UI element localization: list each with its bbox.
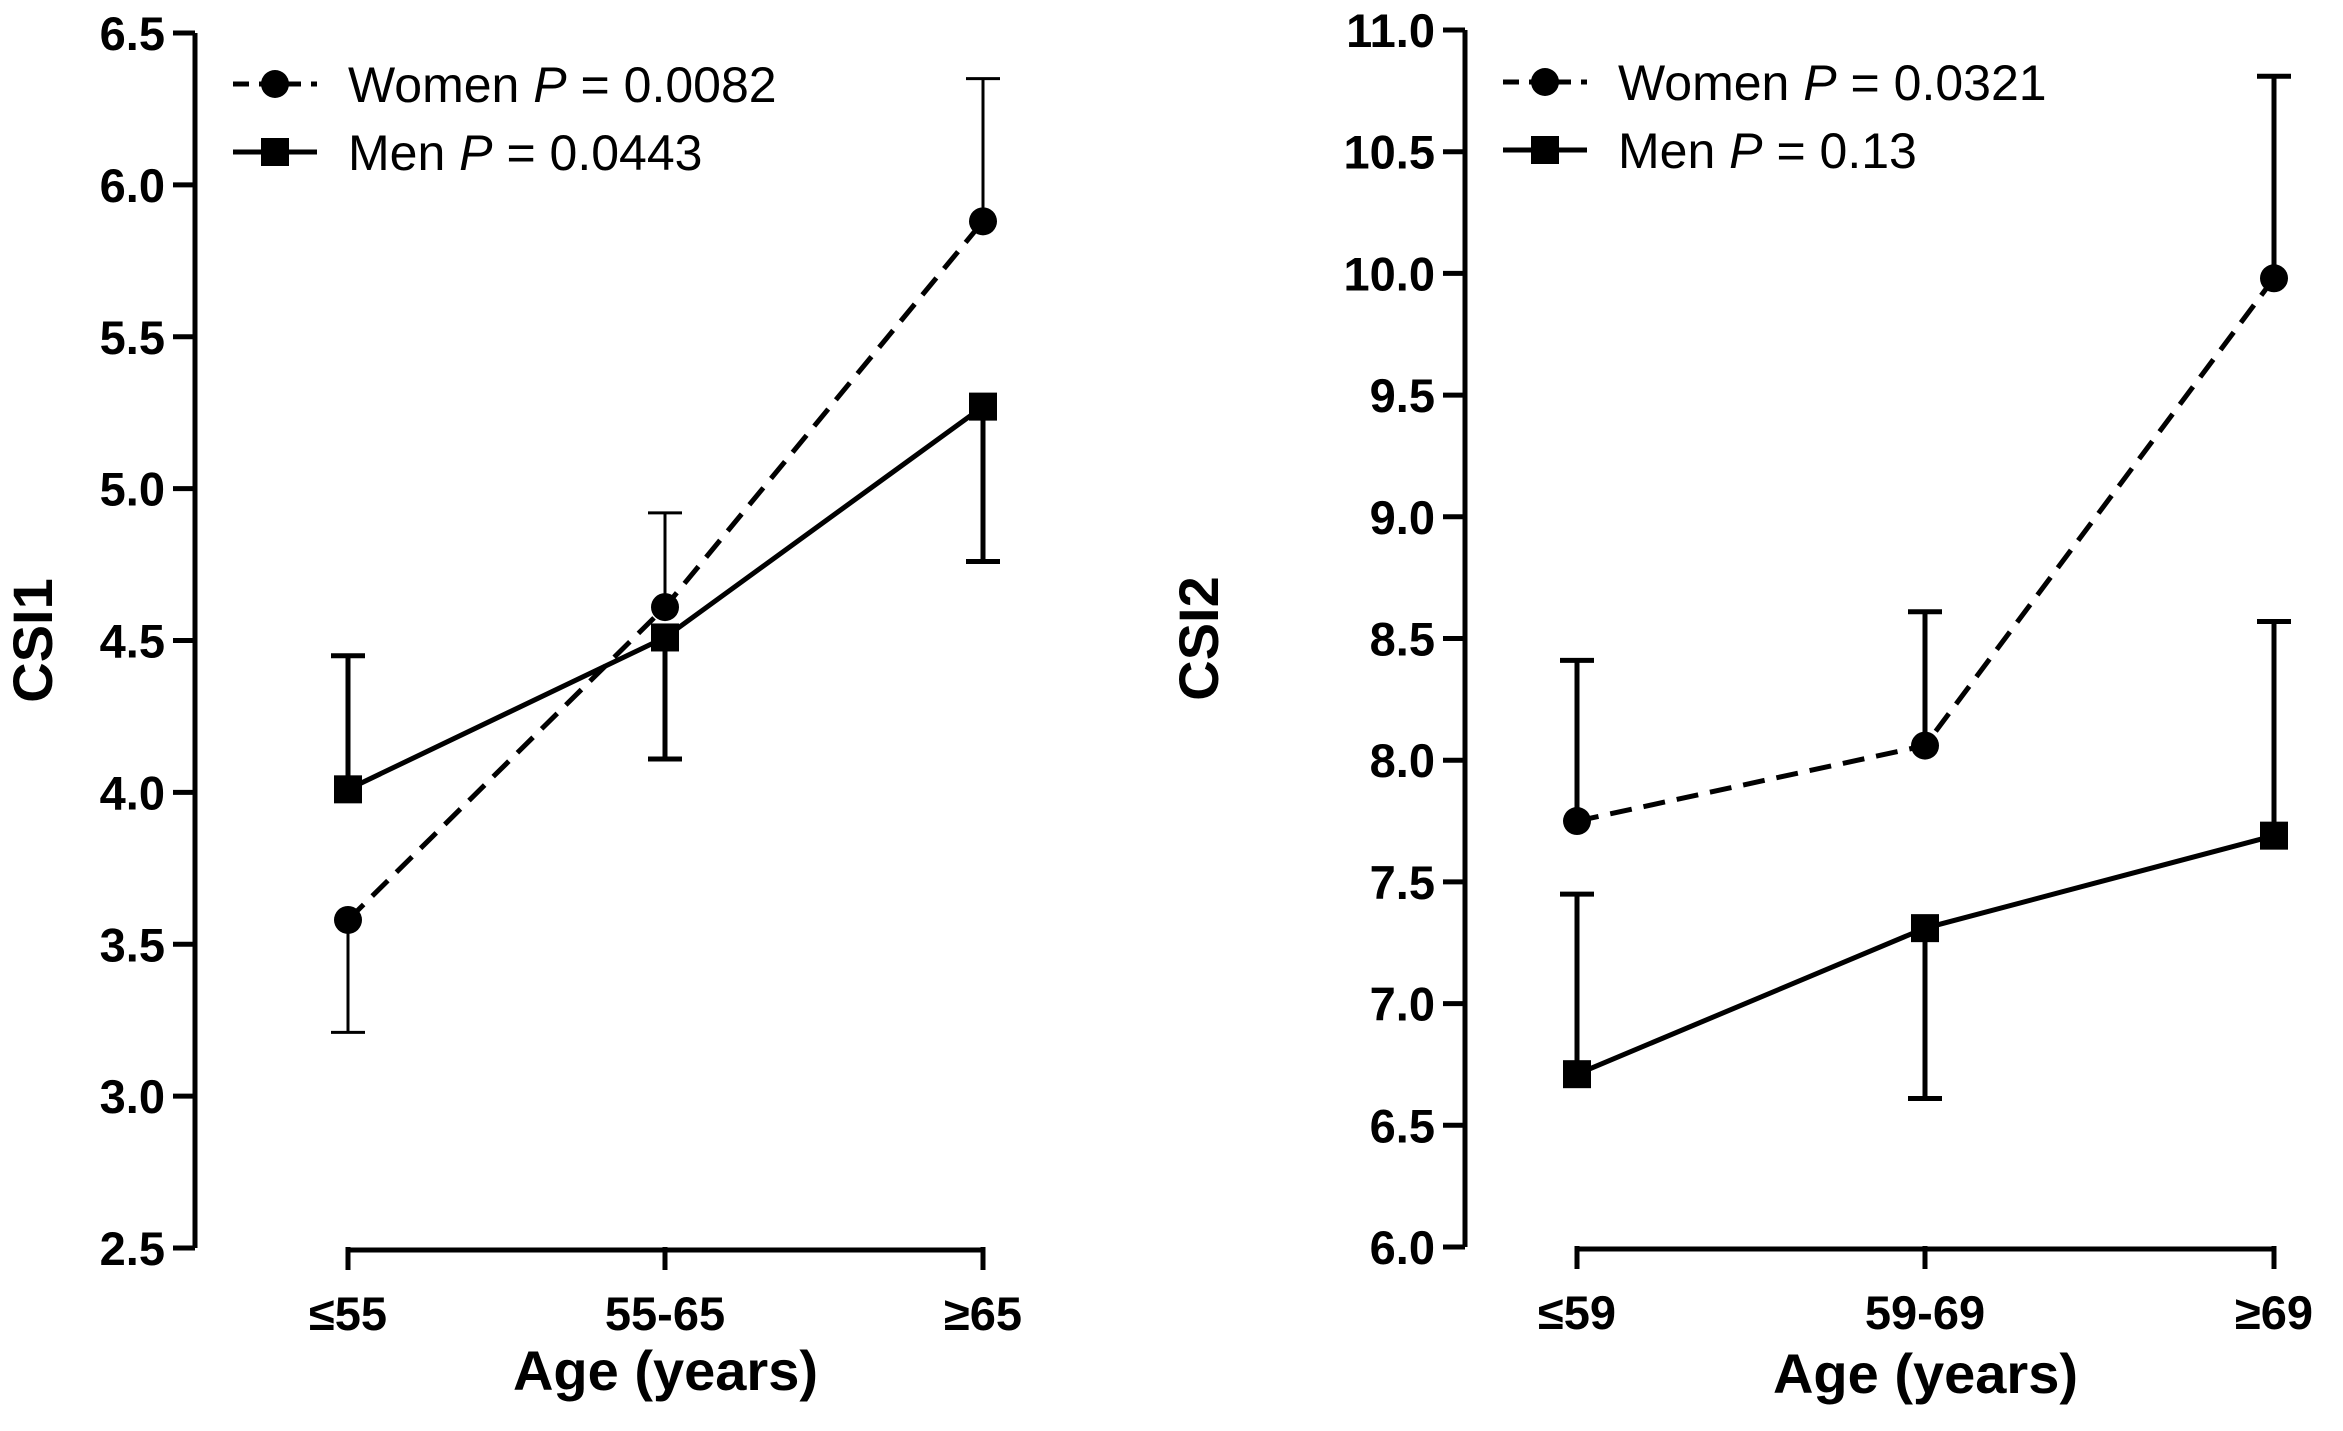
y-tick-label: 7.5	[1370, 856, 1435, 909]
data-point	[651, 593, 679, 622]
x-axis-label: Age (years)	[513, 1339, 818, 1402]
legend-marker	[1531, 136, 1559, 164]
x-tick-label: ≤55	[309, 1287, 387, 1340]
data-point	[651, 623, 679, 652]
legend-entry-women: Women P = 0.0082	[233, 57, 777, 113]
legend-p-value: = 0.0321	[1851, 55, 2047, 111]
y-tick-label: 6.5	[1370, 1099, 1435, 1152]
series-men	[1560, 618, 2291, 1102]
x-tick-label: ≥65	[944, 1287, 1022, 1340]
legend-p-label: P	[1729, 123, 1763, 179]
y-tick-label: 8.0	[1370, 734, 1435, 787]
data-point	[334, 775, 362, 804]
y-tick-label: 3.5	[100, 918, 165, 971]
y-tick-label: 11.0	[1346, 4, 1435, 57]
y-tick-label: 5.5	[100, 311, 165, 364]
y-tick-label: 10.0	[1344, 247, 1435, 300]
y-tick-label: 4.0	[100, 766, 165, 819]
series-women	[331, 77, 1000, 1034]
y-tick-label: 10.5	[1344, 126, 1435, 179]
x-tick-label: 59-69	[1865, 1286, 1985, 1339]
legend-label: Women P = 0.0082	[348, 57, 777, 113]
y-tick-label: 7.0	[1370, 978, 1435, 1031]
y-tick-label: 2.5	[100, 1222, 165, 1275]
data-point	[969, 392, 997, 421]
data-point	[2260, 821, 2288, 850]
panel-csi1: 2.5 3.0 3.5 4.0 4.5 5.0 5.5 6.0 6.5 ≤55 55-65 ≥65 Ag…	[1, 7, 1022, 1402]
legend-series-name: Men	[1618, 123, 1715, 179]
series-men	[331, 392, 1000, 804]
legend-p-label: P	[533, 57, 567, 113]
legend-series-name: Women	[1618, 55, 1789, 111]
x-axis-label: Age (years)	[1773, 1342, 2078, 1405]
data-point	[334, 905, 362, 934]
y-axis-label: CSI1	[1, 578, 64, 703]
legend-series-name: Women	[348, 57, 519, 113]
y-tick-label: 6.0	[1370, 1221, 1435, 1274]
legend-series-name: Men	[348, 125, 445, 181]
legend-p-value: = 0.13	[1776, 123, 1916, 179]
legend-marker	[1531, 68, 1559, 96]
y-tick-label: 6.0	[100, 159, 165, 212]
data-point	[1563, 1060, 1591, 1089]
x-tick-label: ≥69	[2235, 1286, 2313, 1339]
series-women	[1560, 73, 2291, 836]
data-point	[1911, 731, 1939, 760]
data-point	[1911, 914, 1939, 943]
y-tick-label: 3.0	[100, 1070, 165, 1123]
data-point	[969, 207, 997, 236]
data-point	[1563, 807, 1591, 836]
panel-csi2: 6.0 6.5 7.0 7.5 8.0 8.5 9.0 9.5 10.0 10.5 11.0 ≤59 5…	[1167, 4, 2313, 1405]
legend-entry-men: Men P = 0.0443	[233, 125, 702, 181]
y-tick-label: 8.5	[1370, 613, 1435, 666]
legend-entry-men: Men P = 0.13	[1503, 123, 1917, 179]
y-tick-label: 5.0	[100, 463, 165, 516]
legend-marker	[261, 70, 289, 98]
legend-p-value: = 0.0443	[506, 125, 702, 181]
legend-p-label: P	[1803, 55, 1837, 111]
y-tick-label: 9.5	[1370, 369, 1435, 422]
data-point	[2260, 264, 2288, 293]
y-tick-label: 4.5	[100, 615, 165, 668]
x-tick-label: 55-65	[605, 1287, 725, 1340]
y-tick-label: 9.0	[1370, 491, 1435, 544]
legend-label: Men P = 0.13	[1618, 123, 1917, 179]
y-tick-label: 6.5	[100, 7, 165, 60]
legend-marker	[261, 138, 289, 166]
legend-p-label: P	[459, 125, 493, 181]
legend-p-value: = 0.0082	[581, 57, 777, 113]
legend-label: Women P = 0.0321	[1618, 55, 2047, 111]
legend-entry-women: Women P = 0.0321	[1503, 55, 2047, 111]
x-tick-label: ≤59	[1538, 1286, 1616, 1339]
legend-label: Men P = 0.0443	[348, 125, 702, 181]
y-axis-label: CSI2	[1167, 576, 1230, 701]
